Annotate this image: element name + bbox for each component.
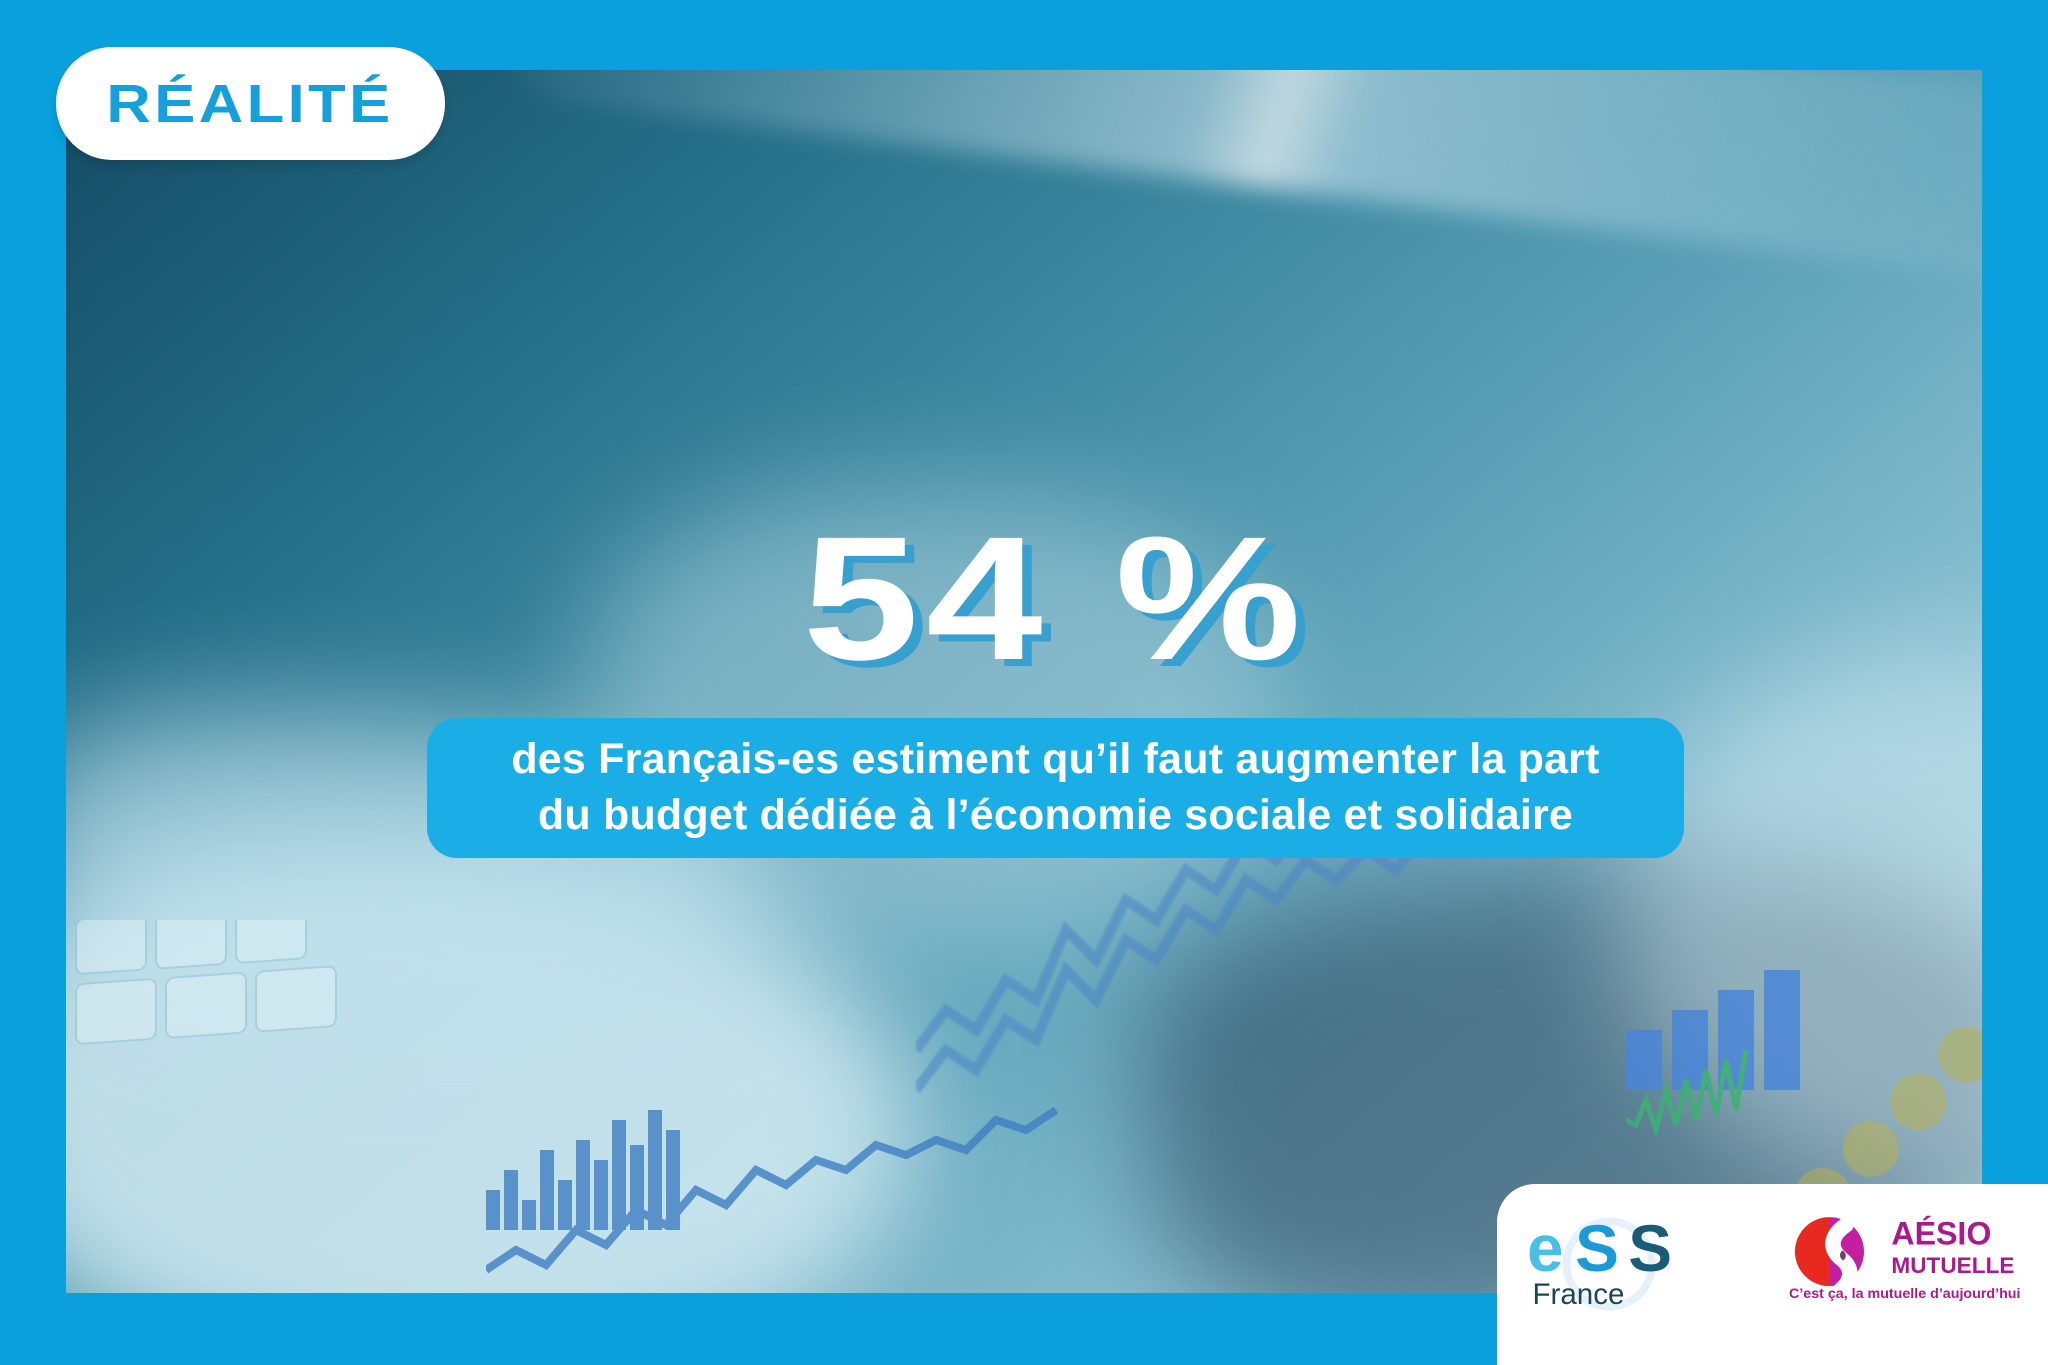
svg-text:e: e — [1527, 1212, 1564, 1285]
svg-text:S: S — [1628, 1212, 1672, 1285]
svg-text:MUTUELLE: MUTUELLE — [1891, 1253, 2014, 1278]
svg-text:AÉSIO: AÉSIO — [1891, 1215, 1991, 1251]
svg-text:France: France — [1532, 1278, 1624, 1311]
svg-text:C’est ça, la mutuelle d’aujour: C’est ça, la mutuelle d’aujourd’hui — [1789, 1286, 2020, 1302]
svg-text:S: S — [1575, 1212, 1619, 1285]
